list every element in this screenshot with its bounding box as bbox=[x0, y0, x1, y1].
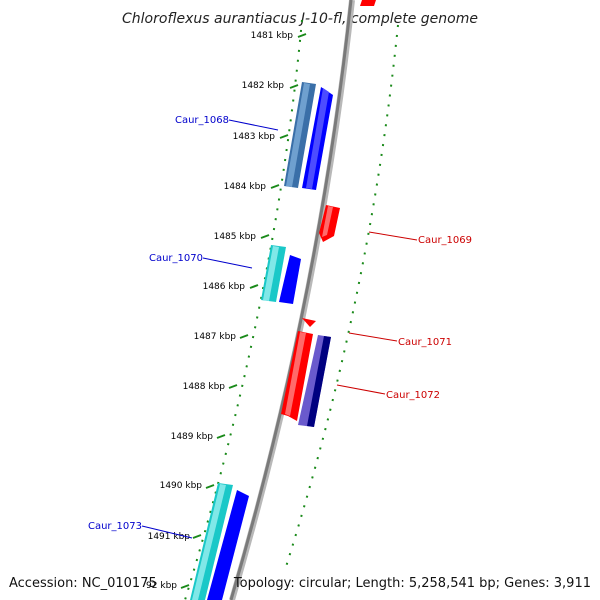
gene-label-text: Caur_1070 bbox=[149, 253, 203, 264]
tick-label: 1490 kbp bbox=[160, 481, 203, 491]
genome-backbone bbox=[229, 0, 355, 600]
gene-label-caur-1073[interactable]: Caur_1073 bbox=[88, 521, 193, 539]
gene-caur-1068[interactable] bbox=[284, 82, 333, 190]
gene-label-caur-1071[interactable]: Caur_1071 bbox=[348, 332, 452, 348]
gene-label-text: Caur_1072 bbox=[386, 390, 440, 401]
tick-1481: 1481 kbp bbox=[251, 31, 307, 41]
tick-label: 1489 kbp bbox=[171, 432, 214, 442]
tick-1483: 1483 kbp bbox=[233, 132, 289, 142]
map-title: Chloroflexus aurantiacus J-10-fl, comple… bbox=[122, 11, 478, 27]
gene-caur-1069[interactable] bbox=[319, 205, 340, 242]
tick-1487: 1487 kbp bbox=[194, 332, 249, 342]
tick-label: 1488 kbp bbox=[183, 382, 226, 392]
gene-arrow-partial[interactable] bbox=[360, 0, 376, 6]
gene-caur-1073[interactable] bbox=[190, 483, 249, 600]
tick-label: 1482 kbp bbox=[242, 81, 285, 91]
tick-label: 1485 kbp bbox=[214, 232, 257, 242]
tick-1490: 1490 kbp bbox=[160, 481, 215, 491]
tick-label: 1491 kbp bbox=[148, 532, 191, 542]
gene-label-caur-1068[interactable]: Caur_1068 bbox=[175, 115, 279, 131]
gene-caur-1071[interactable] bbox=[302, 318, 316, 327]
tick-label: 1481 kbp bbox=[251, 31, 294, 41]
gene-caur-1072[interactable] bbox=[281, 331, 331, 427]
gene-label-caur-1072[interactable]: Caur_1072 bbox=[336, 384, 440, 401]
accession-text: Accession: NC_010175 bbox=[9, 576, 157, 591]
genome-summary-text: Topology: circular; Length: 5,258,541 bp… bbox=[233, 576, 591, 591]
gene-caur-1070[interactable] bbox=[261, 245, 301, 304]
gene-label-text: Caur_1068 bbox=[175, 115, 229, 126]
gene-label-text: Caur_1073 bbox=[88, 521, 142, 532]
tick-label: 1483 kbp bbox=[233, 132, 276, 142]
gene-label-caur-1070[interactable]: Caur_1070 bbox=[149, 253, 253, 269]
gene-label-text: Caur_1071 bbox=[398, 337, 452, 348]
gene-label-text: Caur_1069 bbox=[418, 235, 472, 246]
tick-label: 1484 kbp bbox=[224, 182, 267, 192]
tick-1492: 92 kbp bbox=[146, 581, 190, 591]
tick-1488: 1488 kbp bbox=[183, 382, 238, 392]
tick-label: 1486 kbp bbox=[203, 282, 246, 292]
tick-1482: 1482 kbp bbox=[242, 81, 299, 91]
tick-1484: 1484 kbp bbox=[224, 182, 280, 192]
tick-label: 92 kbp bbox=[146, 581, 177, 591]
tick-1489: 1489 kbp bbox=[171, 432, 226, 442]
kbp-scale: 1481 kbp 1482 kbp 1483 kbp 1484 kbp 1485… bbox=[146, 31, 307, 591]
tick-label: 1487 kbp bbox=[194, 332, 237, 342]
gene-label-caur-1069[interactable]: Caur_1069 bbox=[368, 231, 472, 246]
tick-1486: 1486 kbp bbox=[203, 282, 259, 292]
tick-1485: 1485 kbp bbox=[214, 232, 270, 242]
tick-1491: 1491 kbp bbox=[148, 532, 202, 542]
